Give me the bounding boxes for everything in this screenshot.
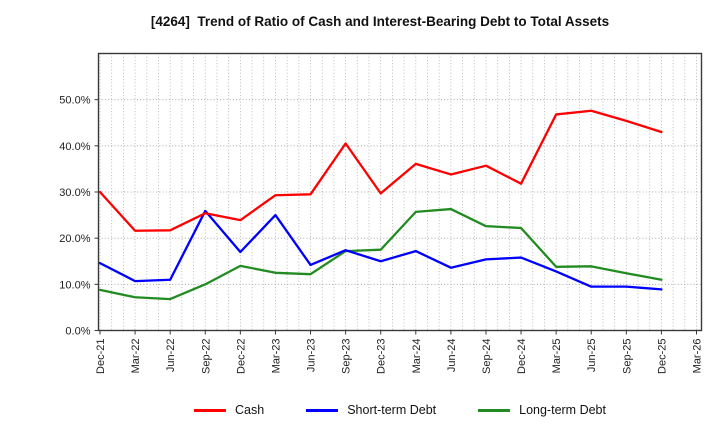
- x-tick-label: Sep-23: [341, 339, 353, 374]
- x-tick-label: Jun-24: [446, 339, 458, 373]
- x-tick-label: Sep-22: [200, 339, 212, 374]
- x-tick-label: Dec-21: [95, 339, 107, 374]
- legend-label-short-term-debt: Short-term Debt: [347, 403, 437, 417]
- legend-swatch-cash: [194, 408, 227, 412]
- x-tick-label: Mar-25: [551, 339, 563, 374]
- chart-legend: Cash Short-term Debt Long-term Debt: [98, 403, 702, 417]
- legend-swatch-short-term-debt: [306, 408, 339, 412]
- x-tick-label: Sep-25: [621, 339, 633, 374]
- x-tick-label: Jun-22: [165, 339, 177, 373]
- x-tick-label: Dec-25: [656, 339, 668, 374]
- x-tick-label: Mar-23: [270, 339, 282, 374]
- y-tick-label: 30.0%: [59, 187, 90, 199]
- x-tick-label: Mar-26: [692, 339, 704, 374]
- y-tick-label: 0.0%: [65, 326, 90, 338]
- series-line-long-term-debt: [98, 207, 663, 301]
- y-tick-label: 20.0%: [59, 233, 90, 245]
- x-tick-label: Mar-22: [130, 339, 142, 374]
- x-tick-label: Dec-22: [235, 339, 247, 374]
- legend-item-cash: Cash: [194, 403, 264, 417]
- legend-label-cash: Cash: [235, 403, 265, 417]
- x-tick-label: Dec-24: [516, 339, 528, 374]
- y-tick-label: 50.0%: [59, 95, 90, 107]
- y-tick-label: 10.0%: [59, 279, 90, 291]
- x-tick-label: Jun-25: [586, 339, 598, 373]
- x-tick-label: Mar-24: [411, 339, 423, 374]
- chart-title: [4264] Trend of Ratio of Cash and Intere…: [150, 14, 610, 29]
- legend-label-long-term-debt: Long-term Debt: [519, 403, 606, 417]
- y-tick-label: 40.0%: [59, 141, 90, 153]
- x-tick-label: Jun-23: [306, 339, 318, 373]
- x-tick-label: Sep-24: [481, 339, 493, 374]
- x-tick-label: Dec-23: [376, 339, 388, 374]
- legend-swatch-long-term-debt: [478, 408, 511, 412]
- series-line-cash: [98, 109, 663, 232]
- legend-item-long-term-debt: Long-term Debt: [478, 403, 606, 417]
- series-line-short-term-debt: [98, 209, 663, 291]
- legend-item-short-term-debt: Short-term Debt: [306, 403, 436, 417]
